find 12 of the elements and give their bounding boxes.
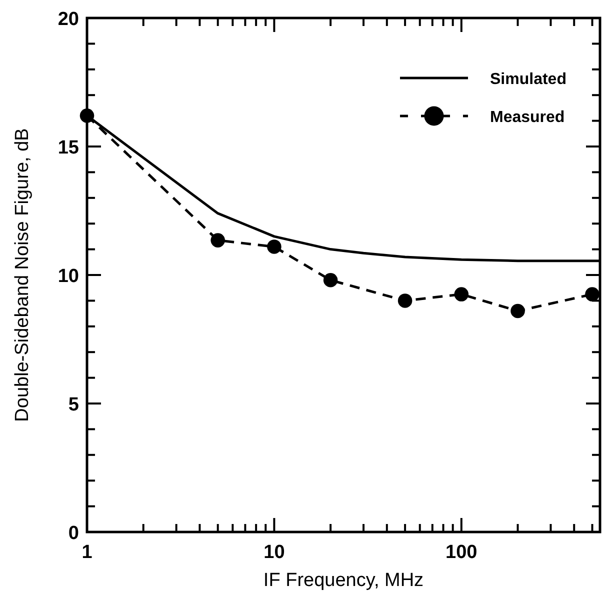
y-tick-label: 20 <box>58 9 79 30</box>
y-tick-label: 0 <box>68 523 79 544</box>
y-axis-title: Double-Sideband Noise Figure, dB <box>12 128 33 422</box>
x-tick-label: 100 <box>446 542 478 563</box>
y-tick-label: 10 <box>58 266 79 287</box>
y-tick-label: 15 <box>58 138 80 158</box>
legend-label: Simulated <box>490 71 566 88</box>
x-tick-label: 10 <box>264 542 285 563</box>
x-tick-label: 1 <box>82 542 93 563</box>
y-tick-label: 5 <box>68 394 80 416</box>
x-axis-title: IF Frequency, MHz <box>263 570 424 591</box>
legend-label: Measured <box>490 109 565 126</box>
